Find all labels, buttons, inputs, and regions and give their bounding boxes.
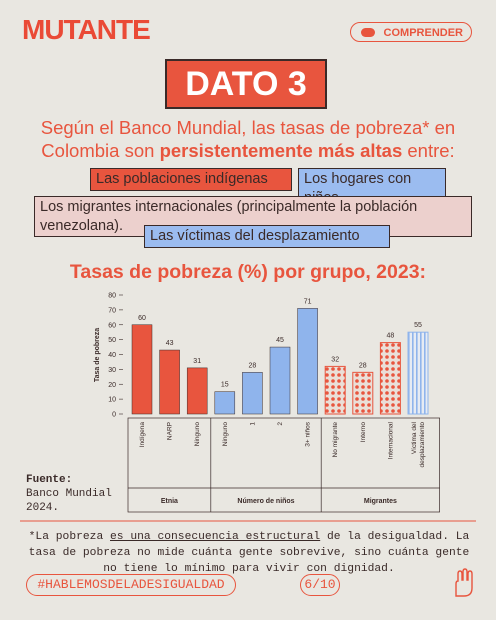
intro: Según el Banco Mundial, las tasas de pob… — [40, 116, 456, 162]
intro-text: Según el Banco Mundial, las tasas de pob… — [40, 117, 456, 161]
y-tick-label: 80 — [108, 293, 116, 300]
hashtag: #HABLEMOSDELADESIGUALDAD — [26, 574, 236, 596]
bar — [324, 365, 346, 415]
y-axis-label: Tasa de pobreza — [94, 328, 101, 382]
data-label: 48 — [387, 333, 395, 340]
data-label: 32 — [331, 356, 339, 363]
button-label: COMPRENDER — [383, 27, 463, 39]
data-label: 60 — [138, 315, 146, 322]
bar — [297, 308, 318, 415]
x-tick-label: 1 — [249, 422, 256, 426]
page-number: 6/10 — [300, 574, 340, 596]
x-tick-label: 3+ niños — [305, 421, 312, 447]
data-label: 15 — [221, 382, 229, 389]
hand-icon — [455, 568, 473, 597]
y-tick-label: 60 — [108, 322, 116, 329]
x-tick-label: 2 — [277, 422, 284, 426]
y-tick-label: 40 — [108, 352, 116, 359]
data-label: 31 — [193, 358, 201, 365]
x-tick-label: Ninguno — [194, 422, 201, 447]
x-tick-label: No migrante — [332, 422, 339, 458]
data-label: 28 — [249, 362, 257, 369]
x-tick-label: Internacional — [387, 421, 394, 459]
y-tick-label: 70 — [108, 307, 116, 314]
brand: MUTANTE — [22, 14, 151, 45]
data-label: 71 — [304, 298, 312, 305]
x-tick-label: Interno — [360, 422, 367, 443]
bar — [186, 367, 208, 415]
table — [127, 417, 440, 513]
y-tick-label: 30 — [108, 367, 116, 374]
bar — [242, 372, 263, 415]
y-tick-label: 0 — [112, 412, 116, 419]
bar — [407, 331, 429, 415]
group-label: Migrantes — [364, 498, 397, 505]
source-text: Banco Mundial 2024. — [26, 488, 112, 514]
comprender-button[interactable]: COMPRENDER — [350, 22, 472, 42]
tag: Las poblaciones indígenas — [90, 168, 292, 191]
group-label: Número de niños — [237, 498, 294, 505]
group-label: Etnia — [161, 498, 178, 505]
source: Fuente: Banco Mundial 2024. — [26, 473, 121, 515]
bar — [269, 346, 291, 415]
data-label: 55 — [414, 322, 422, 329]
intro-text: entre: — [402, 140, 455, 161]
chart-title: Tasas de pobreza (%) por grupo, 2023: — [70, 261, 426, 283]
footnote-text: de la desigualdad. La tasa de pobreza no… — [28, 531, 470, 575]
y-tick-label: 50 — [108, 337, 116, 344]
x-tick-label: NARP — [167, 422, 174, 440]
y-tick-label: 20 — [108, 382, 116, 389]
y-tick-label: 10 — [108, 397, 116, 404]
bar — [214, 391, 236, 415]
footnote-text: *La pobreza — [28, 531, 111, 543]
footnote-underline: es una consecuencia estructural — [110, 531, 321, 543]
tag: Las víctimas del desplazamiento — [144, 225, 390, 248]
intro-bold: persistentemente más altas — [159, 140, 403, 161]
source-label: Fuente: — [26, 474, 73, 486]
x-tick-label: Víctima deldesplazamiento — [411, 421, 426, 467]
bar — [379, 342, 401, 415]
bar — [352, 371, 374, 415]
title: DATO 3 — [165, 59, 327, 109]
bar — [159, 349, 180, 415]
x-tick-label: Ninguno — [222, 422, 229, 447]
data-label: 43 — [166, 340, 174, 347]
bar — [131, 324, 153, 415]
x-tick-label: Indígena — [139, 422, 146, 448]
data-label: 28 — [359, 362, 367, 369]
data-label: 45 — [276, 337, 284, 344]
footnote: *La pobreza es una consecuencia estructu… — [26, 529, 472, 577]
